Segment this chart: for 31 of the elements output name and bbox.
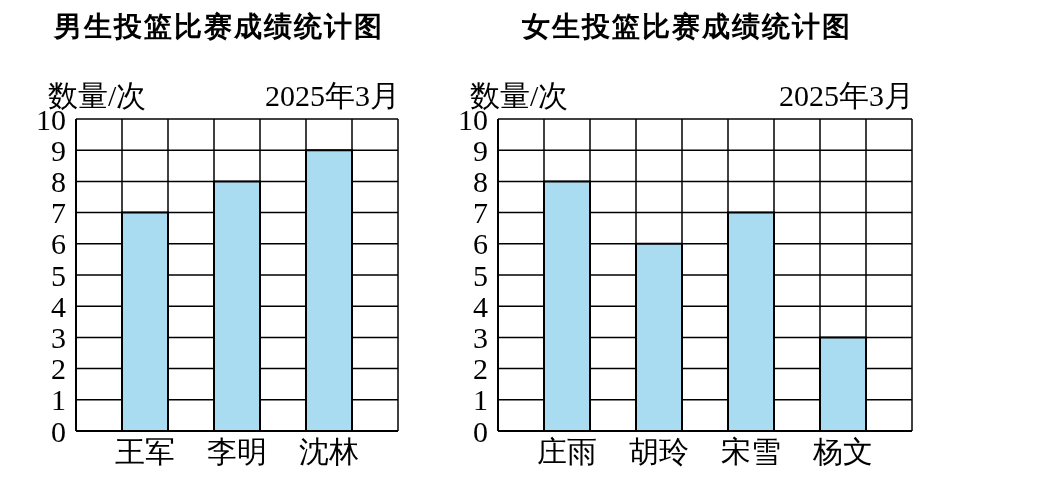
y-tick-label: 7 (51, 196, 66, 230)
y-tick-label: 9 (51, 133, 66, 167)
y-tick-label: 4 (473, 289, 488, 323)
y-tick-label: 6 (473, 227, 488, 261)
y-tick-label: 2 (473, 352, 488, 386)
chart-title: 女生投篮比赛成绩统计图 (521, 9, 853, 45)
y-tick-label: 0 (51, 414, 66, 448)
x-tick-label: 沈林 (299, 435, 359, 469)
text: 2025年3月 (779, 78, 914, 114)
x-tick-label: 庄雨 (537, 435, 597, 469)
chart-title: 男生投篮比赛成绩统计图 (52, 9, 385, 45)
y-tick-label: 1 (473, 383, 488, 417)
x-tick-label: 王军 (115, 435, 175, 469)
y-tick-label: 9 (473, 133, 488, 167)
y-tick-label: 8 (473, 165, 488, 199)
y-tick-label: 1 (51, 383, 66, 417)
y-tick-label: 6 (51, 227, 66, 261)
y-tick-label: 5 (51, 258, 66, 292)
x-tick-label: 李明 (207, 435, 267, 469)
y-tick-label: 3 (473, 321, 488, 355)
text: 2025年3月 (265, 78, 400, 114)
y-tick-label: 5 (473, 258, 488, 292)
x-tick-label: 杨文 (812, 435, 873, 469)
y-tick-label: 4 (51, 289, 66, 323)
y-tick-label: 2 (51, 352, 66, 386)
y-tick-label: 3 (51, 321, 66, 355)
y-tick-label: 8 (51, 165, 66, 199)
x-tick-label: 胡玲 (629, 435, 689, 469)
y-tick-label: 7 (473, 196, 488, 230)
x-tick-label: 宋雪 (721, 435, 781, 469)
y-tick-label: 0 (473, 414, 488, 448)
